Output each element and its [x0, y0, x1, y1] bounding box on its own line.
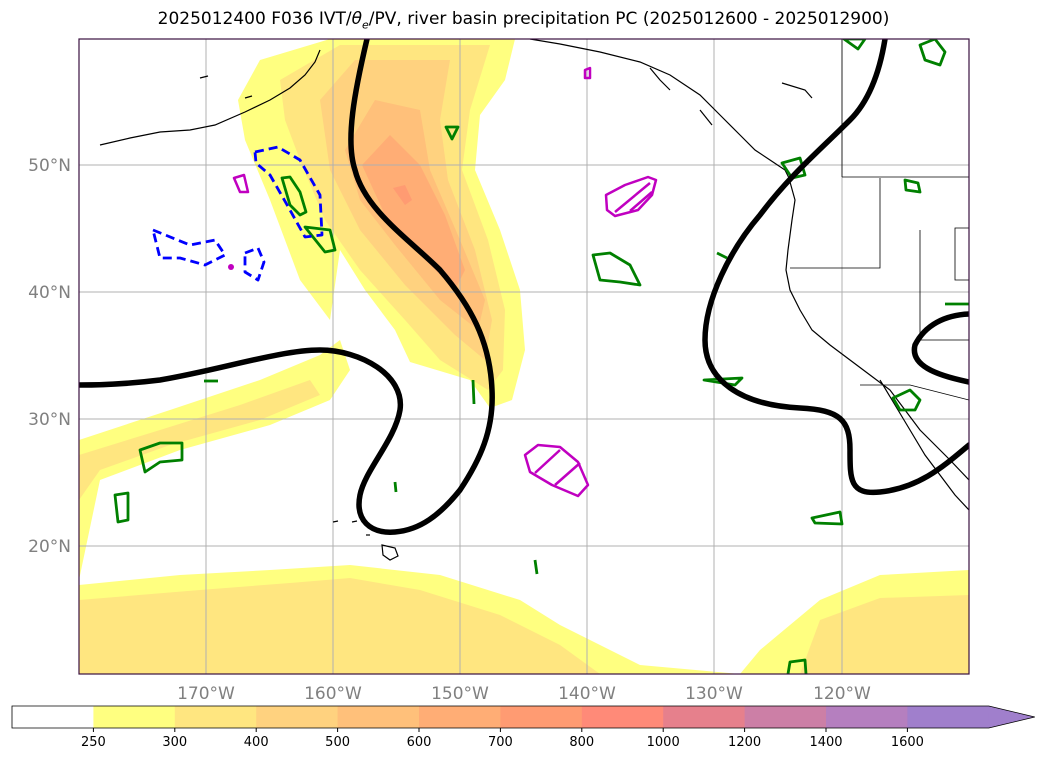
colorbar-segment	[256, 706, 339, 728]
thetae-contours	[79, 39, 969, 535]
colorbar-segment	[663, 706, 746, 728]
lon-label-120w: 120°W	[813, 684, 871, 704]
colorbar-segment	[12, 706, 94, 728]
lon-label-160w: 160°W	[304, 684, 362, 704]
precip-pc-contours	[232, 66, 658, 498]
lat-label-30: 30°N	[28, 410, 71, 430]
colorbar-segment	[744, 706, 827, 728]
pv-negative-contours	[151, 145, 324, 282]
lon-label-140w: 140°W	[558, 684, 616, 704]
colorbar-segment	[174, 706, 257, 728]
colorbar-segment	[419, 706, 501, 728]
colorbar-tick-label: 250	[81, 735, 106, 750]
coastlines	[99, 39, 969, 561]
colorbar-segment	[907, 706, 990, 728]
map-title: 2025012400 F036 IVT/θe/PV, river basin p…	[157, 9, 890, 32]
colorbar-segment	[500, 706, 583, 728]
graticule	[79, 39, 969, 674]
colorbar-tick-label: 500	[325, 735, 350, 750]
lat-label-20: 20°N	[28, 537, 71, 557]
precip-pc-dot	[228, 264, 234, 270]
colorbar-tick-label: 1400	[809, 735, 842, 750]
colorbar-extend-arrow	[988, 706, 1035, 728]
ivt-colorbar: 250 300 400 500 600 700 800 1000 1200 1400 1600	[11, 705, 1035, 750]
colorbar-tick-label: 400	[244, 735, 269, 750]
colorbar-tick-label: 800	[569, 735, 594, 750]
lat-label-50: 50°N	[28, 156, 71, 176]
colorbar-segment	[337, 706, 420, 728]
lon-label-170w: 170°W	[177, 684, 235, 704]
lat-label-40: 40°N	[28, 283, 71, 303]
colorbar-tick-label: 1000	[647, 735, 680, 750]
colorbar-segment	[826, 706, 908, 728]
lon-label-150w: 150°W	[431, 684, 489, 704]
ivt-tongue-west	[79, 340, 350, 580]
map-frame	[78, 38, 970, 675]
colorbar-tick-label: 300	[162, 735, 187, 750]
colorbar-tick-label: 1200	[728, 735, 761, 750]
colorbar-segment	[581, 706, 664, 728]
colorbar-tick-label: 700	[488, 735, 513, 750]
colorbar-tick-label: 600	[407, 735, 432, 750]
colorbar-tick-label: 1600	[891, 735, 924, 750]
colorbar-segment	[93, 706, 176, 728]
lon-label-130w: 130°W	[685, 684, 743, 704]
colorbar-outline	[11, 705, 1035, 729]
